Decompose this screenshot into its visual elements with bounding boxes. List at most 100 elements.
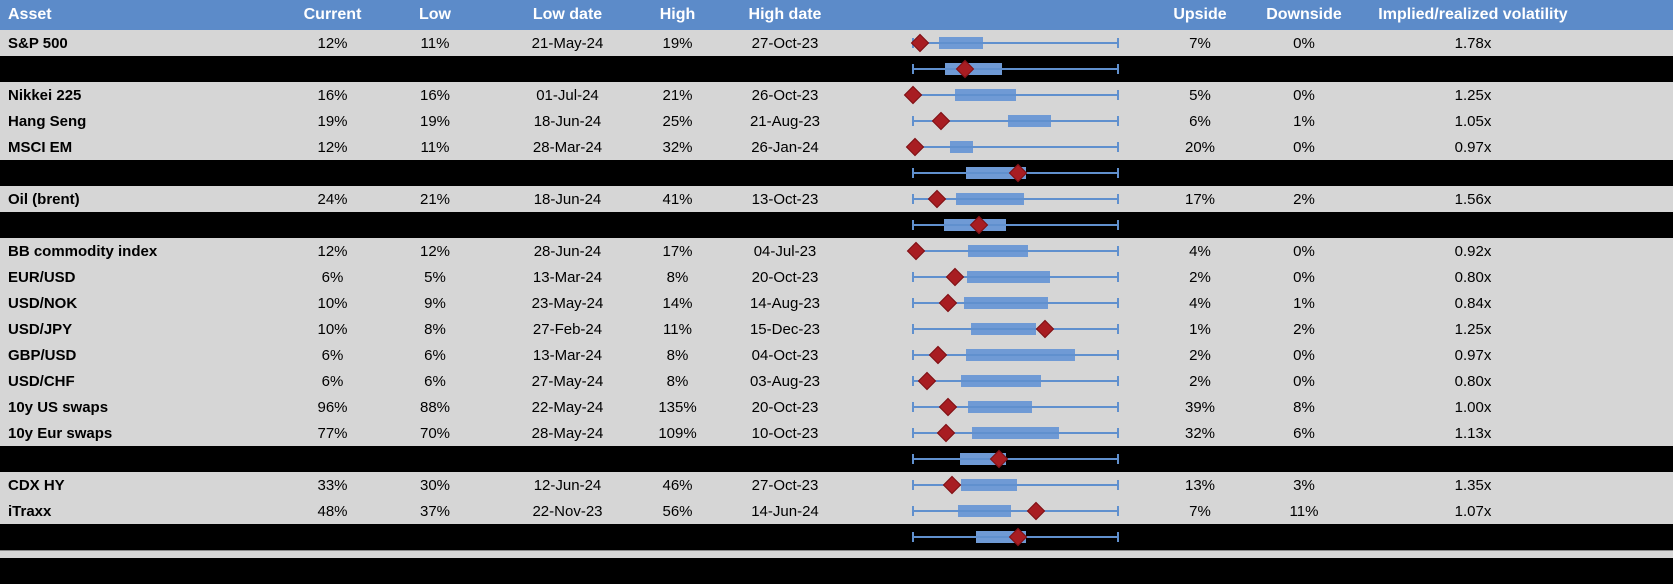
boxplot — [903, 82, 1119, 108]
asset-name: USD/NOK — [8, 294, 78, 312]
high-date: 21-Aug-23 — [749, 112, 821, 130]
high-date: 20-Oct-23 — [751, 398, 819, 416]
current-value: 33% — [317, 476, 348, 494]
table-row: EUR/USD 6% 5% 13-Mar-24 8% 20-Oct-23 2% 0% 0.80x — [0, 264, 1673, 290]
high-date: 27-Oct-23 — [751, 476, 819, 494]
current-marker-diamond — [903, 85, 923, 105]
boxplot — [912, 342, 1119, 368]
high-value: 8% — [666, 372, 689, 390]
boxplot-whisker — [913, 458, 1118, 460]
boxplot-whisker — [913, 276, 1118, 278]
boxplot-whisker — [913, 484, 1118, 486]
header-high: High — [659, 6, 696, 23]
boxplot — [912, 498, 1119, 524]
whisker-tick-left — [912, 298, 914, 308]
low-value: 19% — [419, 112, 451, 130]
table-row: USD/CHF 6% 6% 27-May-24 8% 03-Aug-23 2% 0% 0.80x — [0, 368, 1673, 394]
asset-name: CDX HY — [8, 476, 65, 494]
current-value: 48% — [317, 502, 348, 520]
boxplot-whisker — [913, 302, 1118, 304]
whisker-tick-right — [1117, 532, 1119, 542]
high-value: 41% — [662, 190, 693, 208]
whisker-tick-right — [1117, 480, 1119, 490]
asset-name: MSCI EM — [8, 138, 73, 156]
boxplot — [906, 238, 1119, 264]
asset-name: GBP/USD — [8, 346, 77, 364]
low-value: 5% — [424, 268, 446, 286]
high-date: 27-Oct-23 — [751, 34, 819, 52]
high-value: 11% — [663, 320, 692, 338]
low-value: 21% — [419, 190, 451, 208]
low-date: 28-Mar-24 — [532, 138, 603, 156]
boxplot-cell — [855, 524, 1140, 550]
table-row: iTraxx 48% 37% 22-Nov-23 56% 14-Jun-24 7% 11% 1.… — [0, 498, 1673, 524]
implied-realized-vol-value: 1.25x — [1454, 86, 1492, 104]
current-value: 12% — [317, 242, 348, 260]
low-date: 28-Jun-24 — [533, 242, 602, 260]
whisker-tick-right — [1117, 116, 1119, 126]
upside-value: 2% — [1189, 372, 1211, 390]
boxplot-cell — [855, 316, 1140, 342]
header-low: Low — [419, 6, 451, 23]
asset-name: EUR/USD — [8, 268, 76, 286]
high-date: 15-Dec-23 — [749, 320, 821, 338]
asset-name: USD/JPY — [8, 320, 73, 338]
downside-value: 11% — [1289, 502, 1319, 520]
whisker-tick-right — [1117, 168, 1119, 178]
boxplot — [912, 108, 1119, 134]
boxplot-cell — [855, 446, 1140, 472]
whisker-tick-left — [912, 64, 914, 74]
implied-realized-vol-value: 1.13x — [1454, 424, 1492, 442]
upside-value: 2% — [1189, 268, 1211, 286]
whisker-tick-left — [912, 376, 914, 386]
low-date: 13-Mar-24 — [532, 346, 603, 364]
boxplot-whisker — [913, 94, 1118, 96]
downside-value: 0% — [1293, 242, 1315, 260]
low-date: 28-May-24 — [531, 424, 604, 442]
asset-name: 10y Eur swaps — [8, 424, 113, 442]
current-value: 6% — [321, 346, 344, 364]
downside-value: 1% — [1293, 294, 1315, 312]
table-row: Oil (brent) 24% 21% 18-Jun-24 41% 13-Oct-23 17… — [0, 186, 1673, 212]
table-row: Nikkei 225 16% 16% 01-Jul-24 21% 26-Oct-23 5% 0… — [0, 82, 1673, 108]
boxplot-cell — [855, 212, 1140, 238]
low-date: 27-May-24 — [531, 372, 604, 390]
boxplot-cell — [855, 264, 1140, 290]
high-date: 04-Oct-23 — [751, 346, 819, 364]
separator-row — [0, 524, 1673, 550]
whisker-tick-right — [1117, 272, 1119, 282]
downside-value: 8% — [1293, 398, 1315, 416]
high-date: 13-Oct-23 — [751, 190, 819, 208]
asset-name: iTraxx — [8, 502, 52, 520]
downside-value: 0% — [1293, 268, 1315, 286]
boxplot — [905, 134, 1119, 160]
high-value: 56% — [662, 502, 693, 520]
downside-value: 0% — [1293, 138, 1315, 156]
downside-value: 2% — [1293, 320, 1315, 338]
low-value: 37% — [419, 502, 451, 520]
boxplot — [912, 446, 1119, 472]
header-upside: Upside — [1173, 6, 1227, 23]
whisker-tick-left — [912, 272, 914, 282]
current-marker-diamond — [938, 293, 958, 313]
header-downside: Downside — [1266, 6, 1342, 23]
implied-realized-vol-value: 0.84x — [1454, 294, 1492, 312]
high-value: 8% — [666, 268, 689, 286]
whisker-tick-left — [912, 350, 914, 360]
boxplot-cell — [855, 108, 1140, 134]
table-row: BB commodity index 12% 12% 28-Jun-24 17% 04-J… — [0, 238, 1673, 264]
boxplot-cell — [855, 290, 1140, 316]
upside-value: 4% — [1189, 294, 1211, 312]
low-value: 6% — [424, 346, 446, 364]
upside-value: 6% — [1189, 112, 1211, 130]
implied-realized-vol-value: 1.07x — [1454, 502, 1492, 520]
current-value: 6% — [321, 372, 344, 390]
boxplot-cell — [855, 498, 1140, 524]
whisker-tick-left — [912, 116, 914, 126]
high-value: 109% — [658, 424, 697, 442]
boxplot-whisker — [913, 224, 1118, 226]
low-date: 13-Mar-24 — [532, 268, 603, 286]
asset-name: USD/CHF — [8, 372, 75, 390]
upside-value: 13% — [1184, 476, 1216, 494]
whisker-tick-left — [912, 220, 914, 230]
